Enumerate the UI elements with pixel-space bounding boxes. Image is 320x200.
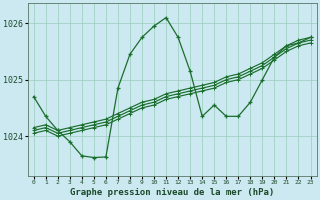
X-axis label: Graphe pression niveau de la mer (hPa): Graphe pression niveau de la mer (hPa)	[70, 188, 274, 197]
